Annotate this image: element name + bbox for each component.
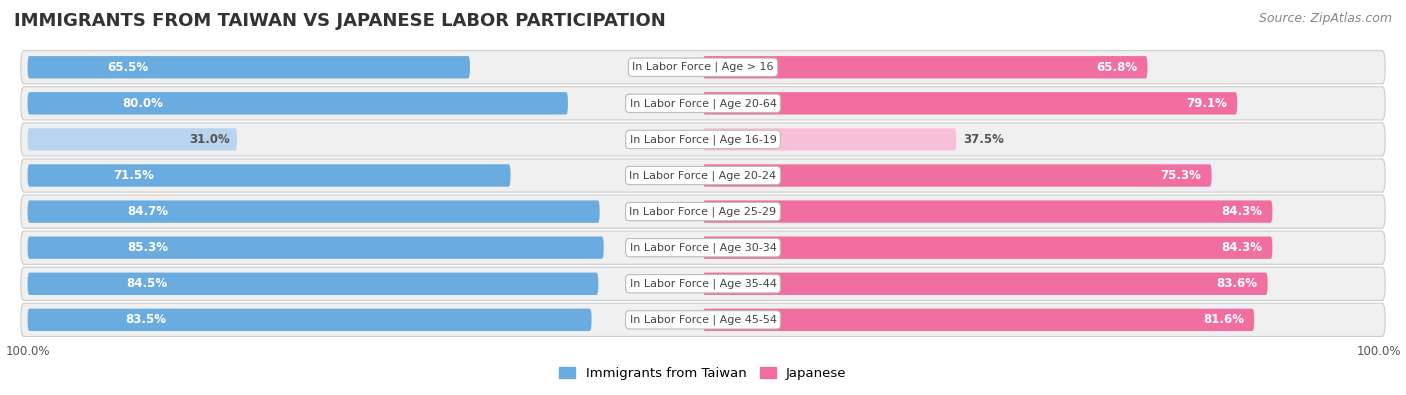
Text: 84.5%: 84.5%	[127, 277, 167, 290]
FancyBboxPatch shape	[28, 308, 592, 331]
Text: 31.0%: 31.0%	[190, 133, 231, 146]
FancyBboxPatch shape	[21, 87, 1385, 120]
FancyBboxPatch shape	[703, 56, 1147, 79]
FancyBboxPatch shape	[703, 237, 1272, 259]
Text: 83.6%: 83.6%	[1216, 277, 1257, 290]
FancyBboxPatch shape	[28, 164, 510, 187]
FancyBboxPatch shape	[28, 200, 599, 223]
FancyBboxPatch shape	[21, 303, 1385, 337]
FancyBboxPatch shape	[21, 195, 1385, 228]
FancyBboxPatch shape	[703, 273, 1268, 295]
Text: IMMIGRANTS FROM TAIWAN VS JAPANESE LABOR PARTICIPATION: IMMIGRANTS FROM TAIWAN VS JAPANESE LABOR…	[14, 12, 666, 30]
Text: 84.3%: 84.3%	[1222, 205, 1263, 218]
FancyBboxPatch shape	[703, 128, 956, 150]
FancyBboxPatch shape	[703, 308, 1254, 331]
FancyBboxPatch shape	[703, 164, 1212, 187]
Text: In Labor Force | Age > 16: In Labor Force | Age > 16	[633, 62, 773, 73]
Text: 85.3%: 85.3%	[128, 241, 169, 254]
Text: 83.5%: 83.5%	[125, 313, 167, 326]
Text: 65.5%: 65.5%	[107, 61, 149, 74]
Text: 75.3%: 75.3%	[1160, 169, 1202, 182]
FancyBboxPatch shape	[28, 128, 238, 150]
FancyBboxPatch shape	[703, 200, 1272, 223]
FancyBboxPatch shape	[21, 159, 1385, 192]
Text: In Labor Force | Age 20-64: In Labor Force | Age 20-64	[630, 98, 776, 109]
Text: 79.1%: 79.1%	[1187, 97, 1227, 110]
Text: In Labor Force | Age 35-44: In Labor Force | Age 35-44	[630, 278, 776, 289]
FancyBboxPatch shape	[28, 56, 470, 79]
Text: 71.5%: 71.5%	[114, 169, 155, 182]
Text: 84.3%: 84.3%	[1222, 241, 1263, 254]
Text: 80.0%: 80.0%	[122, 97, 163, 110]
Text: In Labor Force | Age 30-34: In Labor Force | Age 30-34	[630, 243, 776, 253]
Text: 84.7%: 84.7%	[127, 205, 167, 218]
FancyBboxPatch shape	[21, 51, 1385, 84]
Text: In Labor Force | Age 20-24: In Labor Force | Age 20-24	[630, 170, 776, 181]
Text: 65.8%: 65.8%	[1097, 61, 1137, 74]
Legend: Immigrants from Taiwan, Japanese: Immigrants from Taiwan, Japanese	[554, 362, 852, 386]
FancyBboxPatch shape	[28, 273, 599, 295]
FancyBboxPatch shape	[21, 267, 1385, 300]
Text: 81.6%: 81.6%	[1204, 313, 1244, 326]
Text: In Labor Force | Age 45-54: In Labor Force | Age 45-54	[630, 314, 776, 325]
Text: Source: ZipAtlas.com: Source: ZipAtlas.com	[1258, 12, 1392, 25]
FancyBboxPatch shape	[21, 123, 1385, 156]
FancyBboxPatch shape	[703, 92, 1237, 115]
Text: In Labor Force | Age 25-29: In Labor Force | Age 25-29	[630, 206, 776, 217]
Text: In Labor Force | Age 16-19: In Labor Force | Age 16-19	[630, 134, 776, 145]
FancyBboxPatch shape	[21, 231, 1385, 264]
Text: 37.5%: 37.5%	[963, 133, 1004, 146]
FancyBboxPatch shape	[28, 92, 568, 115]
FancyBboxPatch shape	[28, 237, 603, 259]
